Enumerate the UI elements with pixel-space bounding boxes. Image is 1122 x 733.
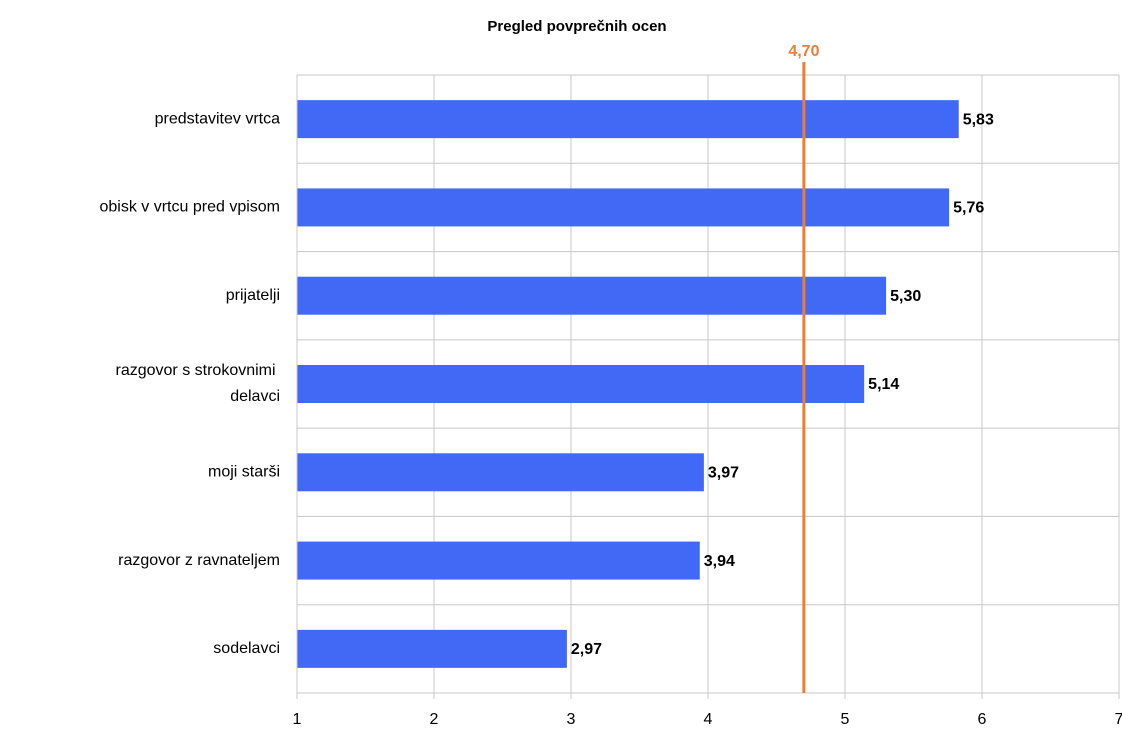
y-tick-label: razgovor z ravnateljem	[118, 552, 280, 569]
bar	[297, 188, 950, 227]
bar	[297, 541, 700, 580]
data-label: 3,94	[704, 553, 735, 570]
bar	[297, 100, 959, 139]
x-tick-label: 2	[430, 711, 439, 728]
data-label: 3,97	[708, 465, 739, 482]
x-tick-label: 5	[841, 711, 850, 728]
y-tick-label: sodelavci	[213, 640, 280, 657]
bar	[297, 629, 567, 668]
bar	[297, 453, 704, 492]
y-tick-label: predstavitev vrtca	[155, 110, 280, 127]
x-tick-label: 1	[293, 711, 302, 728]
x-tick-label: 3	[567, 711, 576, 728]
data-label: 5,76	[953, 200, 984, 217]
reference-label: 4,70	[788, 43, 819, 60]
y-tick-label: prijatelji	[226, 287, 280, 304]
data-label: 5,14	[868, 376, 899, 393]
data-label: 5,30	[890, 288, 921, 305]
label-line: razgovor s strokovnimi	[116, 362, 281, 379]
y-tick-label: obisk v vrtcu pred vpisom	[99, 199, 280, 216]
x-tick-label: 7	[1115, 711, 1122, 728]
data-label: 5,83	[963, 111, 994, 128]
bar	[297, 365, 865, 403]
bar	[297, 276, 887, 315]
x-tick-label: 4	[704, 711, 713, 728]
label-line: delavci	[230, 388, 280, 405]
data-label: 2,97	[571, 641, 602, 658]
x-tick-label: 6	[978, 711, 987, 728]
y-tick-label: razgovor s strokovnimi delavci	[116, 362, 281, 405]
y-tick-label: moji starši	[208, 464, 280, 481]
chart-title: Pregled povprečnih ocen	[487, 18, 666, 35]
